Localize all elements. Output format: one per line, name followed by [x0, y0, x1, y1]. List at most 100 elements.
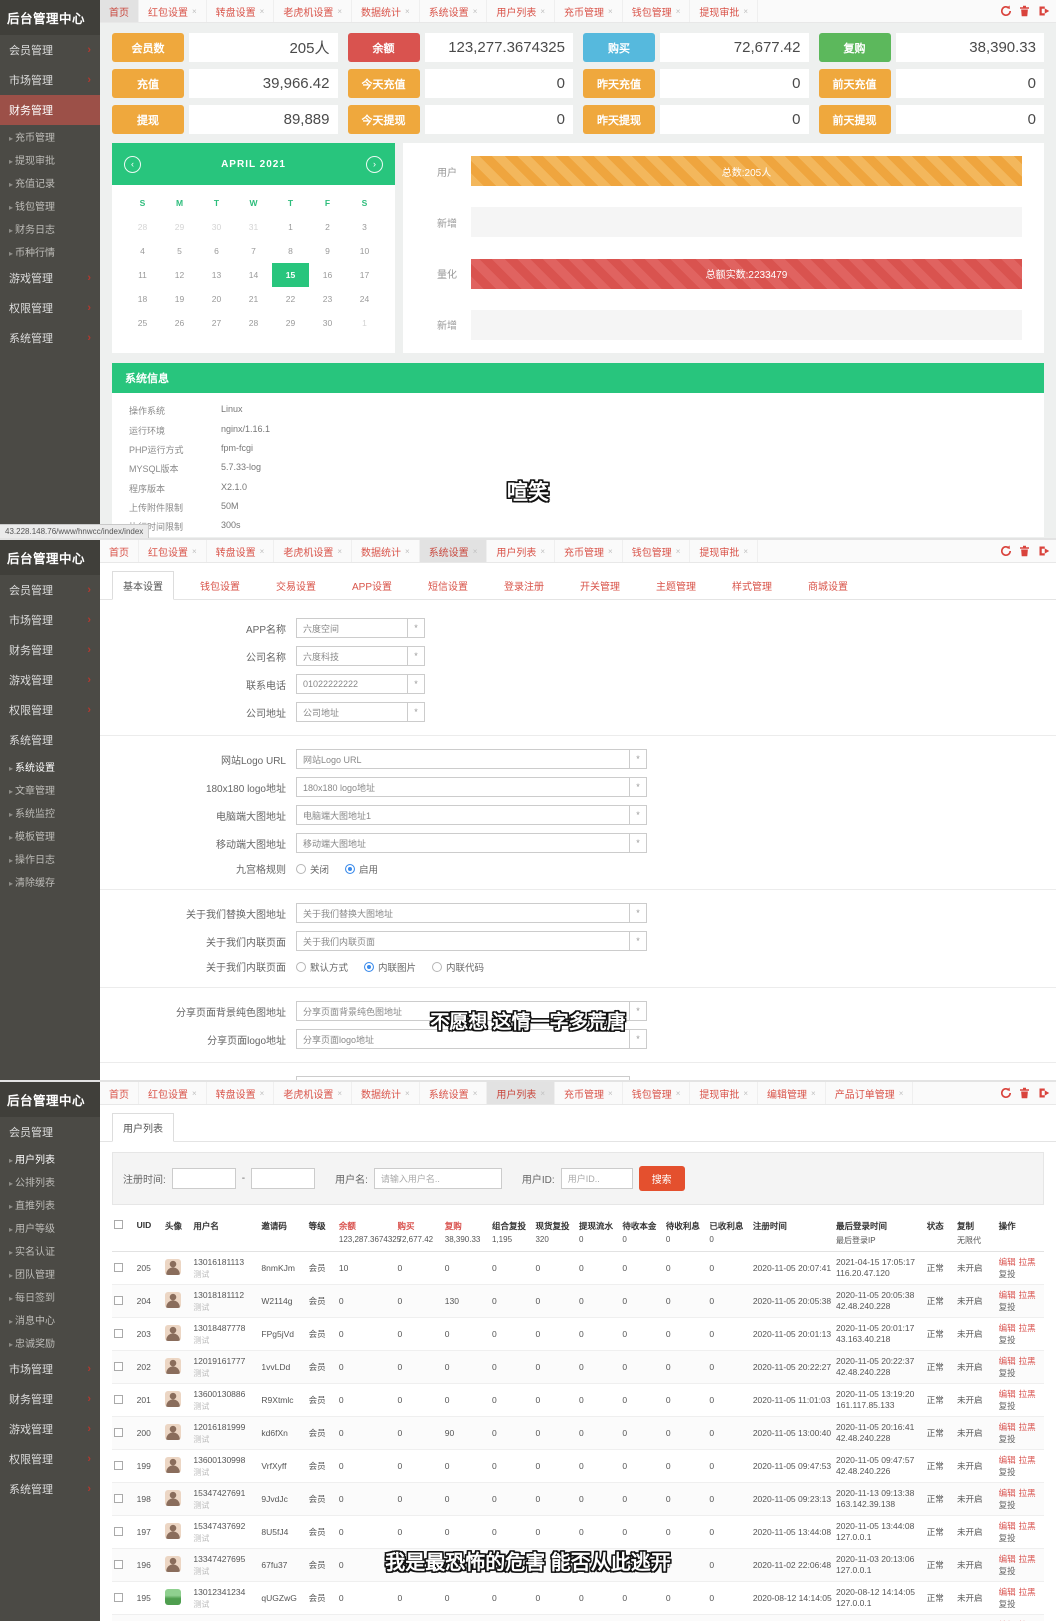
subtab-基本设置[interactable]: 基本设置: [112, 571, 174, 600]
calendar-day[interactable]: 19: [174, 294, 185, 304]
close-icon[interactable]: ×: [675, 1088, 681, 1098]
avatar[interactable]: [165, 1259, 182, 1275]
close-icon[interactable]: ×: [472, 6, 478, 16]
text-input-移动端大图地址[interactable]: 移动端大图地址: [296, 833, 630, 853]
subtab-APP设置[interactable]: APP设置: [352, 582, 393, 593]
close-icon[interactable]: ×: [608, 1088, 613, 1098]
avatar[interactable]: [165, 1523, 182, 1539]
refresh-icon[interactable]: [999, 1087, 1012, 1100]
text-input-关于我们替换大图地址[interactable]: 关于我们替换大图地址: [296, 903, 630, 923]
sidebar-item-忠诚奖励[interactable]: ▸ 忠诚奖励: [9, 1339, 56, 1350]
reinvest-link[interactable]: 复投: [998, 1302, 1016, 1312]
close-icon[interactable]: ×: [405, 546, 410, 556]
avatar[interactable]: [165, 1490, 182, 1506]
logout-icon[interactable]: [1037, 5, 1050, 18]
edit-link[interactable]: 编辑: [998, 1356, 1016, 1366]
text-input-电脑端大图地址[interactable]: 电脑端大图地址1: [296, 805, 630, 825]
blacklist-link[interactable]: 拉黑: [1018, 1389, 1036, 1399]
text-input-公司地址[interactable]: 公司地址: [296, 702, 408, 722]
sidebar-item-充值记录[interactable]: ▸ 充值记录: [9, 179, 56, 190]
reinvest-link[interactable]: 复投: [998, 1500, 1016, 1510]
tab-红包设置[interactable]: 红包设置 ×: [139, 540, 207, 562]
select-all-checkbox[interactable]: [114, 1220, 123, 1229]
reg-time-end-input[interactable]: [251, 1168, 316, 1189]
tab-老虎机设置[interactable]: 老虎机设置 ×: [274, 1082, 353, 1104]
blacklist-link[interactable]: 拉黑: [1018, 1257, 1036, 1267]
edit-link[interactable]: 编辑: [998, 1521, 1016, 1531]
calendar-day[interactable]: 8: [288, 246, 293, 256]
username-input[interactable]: 请输入用户名..: [373, 1168, 502, 1189]
text-input-联系电话[interactable]: 01022222222: [296, 674, 408, 694]
edit-link[interactable]: 编辑: [998, 1488, 1016, 1498]
calendar-day[interactable]: 27: [211, 318, 222, 328]
calendar-day[interactable]: 20: [211, 294, 222, 304]
calendar-day[interactable]: 31: [248, 222, 259, 232]
avatar[interactable]: [165, 1424, 182, 1440]
row-checkbox[interactable]: [114, 1526, 123, 1536]
edit-link[interactable]: 编辑: [998, 1422, 1016, 1432]
close-icon[interactable]: ×: [540, 1088, 546, 1098]
sidebar-item-币种行情[interactable]: ▸ 币种行情: [9, 248, 56, 259]
logout-icon[interactable]: [1037, 545, 1050, 558]
radio-关闭[interactable]: 关闭: [296, 862, 329, 876]
reinvest-link[interactable]: 复投: [998, 1566, 1016, 1576]
edit-link[interactable]: 编辑: [998, 1587, 1016, 1597]
sidebar-item-公排列表[interactable]: ▸ 公排列表: [9, 1178, 56, 1189]
reg-time-start-input[interactable]: [171, 1168, 236, 1189]
tab-用户列表[interactable]: 用户列表 ×: [487, 540, 556, 562]
sidebar-group-权限管理[interactable]: 权限管理 ›: [0, 695, 100, 725]
sidebar-group-系统管理[interactable]: 系统管理 ›: [0, 323, 100, 353]
calendar-day[interactable]: 14: [248, 270, 259, 280]
sidebar-group-权限管理[interactable]: 权限管理 ›: [0, 1444, 100, 1474]
calendar-day[interactable]: 3: [362, 222, 367, 232]
close-icon[interactable]: ×: [337, 1088, 343, 1098]
sidebar-item-模板管理[interactable]: ▸ 模板管理: [9, 832, 56, 843]
trash-icon[interactable]: [1018, 1087, 1031, 1100]
tab-充币管理[interactable]: 充币管理 ×: [555, 1082, 623, 1104]
row-checkbox[interactable]: [114, 1493, 123, 1503]
close-icon[interactable]: ×: [192, 1088, 197, 1098]
sidebar-group-系统管理[interactable]: 系统管理 ›: [0, 1474, 100, 1504]
calendar-day[interactable]: 18: [137, 294, 148, 304]
tab-钱包管理[interactable]: 钱包管理 ×: [623, 540, 691, 562]
close-icon[interactable]: ×: [540, 6, 546, 16]
blacklist-link[interactable]: 拉黑: [1018, 1356, 1036, 1366]
tab-提现审批[interactable]: 提现审批 ×: [690, 1082, 759, 1104]
blacklist-link[interactable]: 拉黑: [1018, 1554, 1036, 1564]
edit-link[interactable]: 编辑: [998, 1290, 1016, 1300]
sidebar-item-每日签到[interactable]: ▸ 每日签到: [9, 1293, 56, 1304]
calendar-day[interactable]: 2: [325, 222, 330, 232]
blacklist-link[interactable]: 拉黑: [1018, 1323, 1036, 1333]
sidebar-item-直推列表[interactable]: ▸ 直推列表: [9, 1201, 56, 1212]
close-icon[interactable]: ×: [192, 546, 197, 556]
avatar[interactable]: [165, 1556, 182, 1572]
tab-产品订单管理[interactable]: 产品订单管理 ×: [826, 1082, 914, 1104]
refresh-icon[interactable]: [999, 5, 1012, 18]
calendar-day[interactable]: 4: [140, 246, 145, 256]
close-icon[interactable]: ×: [472, 1088, 478, 1098]
tab-提现审批[interactable]: 提现审批 ×: [690, 540, 759, 562]
radio-内联代码[interactable]: 内联代码: [432, 960, 484, 974]
tab-数据统计[interactable]: 数据统计 ×: [352, 1082, 420, 1104]
close-icon[interactable]: ×: [675, 6, 681, 16]
sidebar-group-系统管理[interactable]: 系统管理: [0, 725, 100, 755]
sidebar-group-市场管理[interactable]: 市场管理 ›: [0, 605, 100, 635]
tab-红包设置[interactable]: 红包设置 ×: [139, 1082, 207, 1104]
calendar-day[interactable]: 9: [325, 246, 330, 256]
trash-icon[interactable]: [1018, 545, 1031, 558]
sidebar-item-清除缓存[interactable]: ▸ 清除缓存: [9, 878, 56, 889]
edit-link[interactable]: 编辑: [998, 1257, 1016, 1267]
tab-首页[interactable]: 首页: [100, 540, 139, 562]
calendar-day[interactable]: 24: [359, 294, 370, 304]
calendar-day[interactable]: 7: [251, 246, 256, 256]
close-icon[interactable]: ×: [608, 546, 613, 556]
avatar[interactable]: [165, 1391, 182, 1407]
text-input-网站Logo URL[interactable]: 网站Logo URL: [296, 749, 630, 769]
close-icon[interactable]: ×: [337, 6, 343, 16]
search-button[interactable]: 搜索: [638, 1166, 685, 1191]
close-icon[interactable]: ×: [259, 6, 265, 16]
calendar-day[interactable]: 30: [322, 318, 333, 328]
sidebar-item-系统监控[interactable]: ▸ 系统监控: [9, 809, 56, 820]
row-checkbox[interactable]: [114, 1361, 123, 1371]
sidebar-item-充币管理[interactable]: ▸ 充币管理: [9, 133, 56, 144]
